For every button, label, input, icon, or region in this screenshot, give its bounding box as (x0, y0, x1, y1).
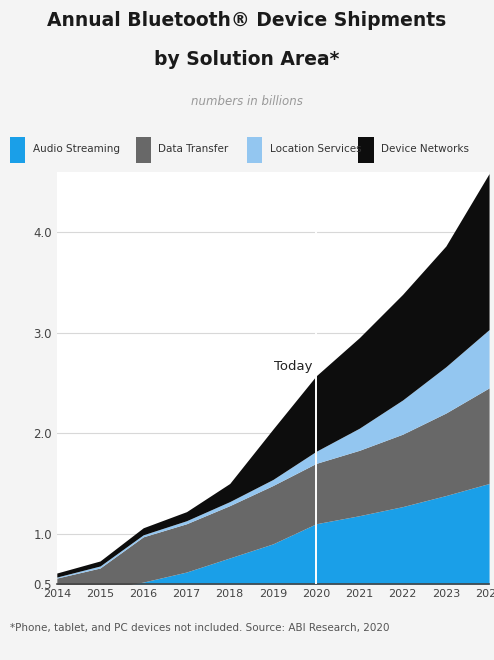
FancyBboxPatch shape (359, 137, 373, 163)
Text: Location Services: Location Services (270, 145, 362, 154)
FancyBboxPatch shape (247, 137, 262, 163)
Text: Data Transfer: Data Transfer (158, 145, 229, 154)
Text: numbers in billions: numbers in billions (191, 95, 303, 108)
Text: Today: Today (274, 360, 313, 373)
FancyBboxPatch shape (10, 137, 25, 163)
Text: Audio Streaming: Audio Streaming (33, 145, 120, 154)
Text: Annual Bluetooth® Device Shipments: Annual Bluetooth® Device Shipments (47, 11, 447, 30)
Text: *Phone, tablet, and PC devices not included. Source: ABI Research, 2020: *Phone, tablet, and PC devices not inclu… (10, 623, 389, 633)
Text: by Solution Area*: by Solution Area* (154, 50, 340, 69)
Text: Device Networks: Device Networks (381, 145, 469, 154)
FancyBboxPatch shape (135, 137, 151, 163)
